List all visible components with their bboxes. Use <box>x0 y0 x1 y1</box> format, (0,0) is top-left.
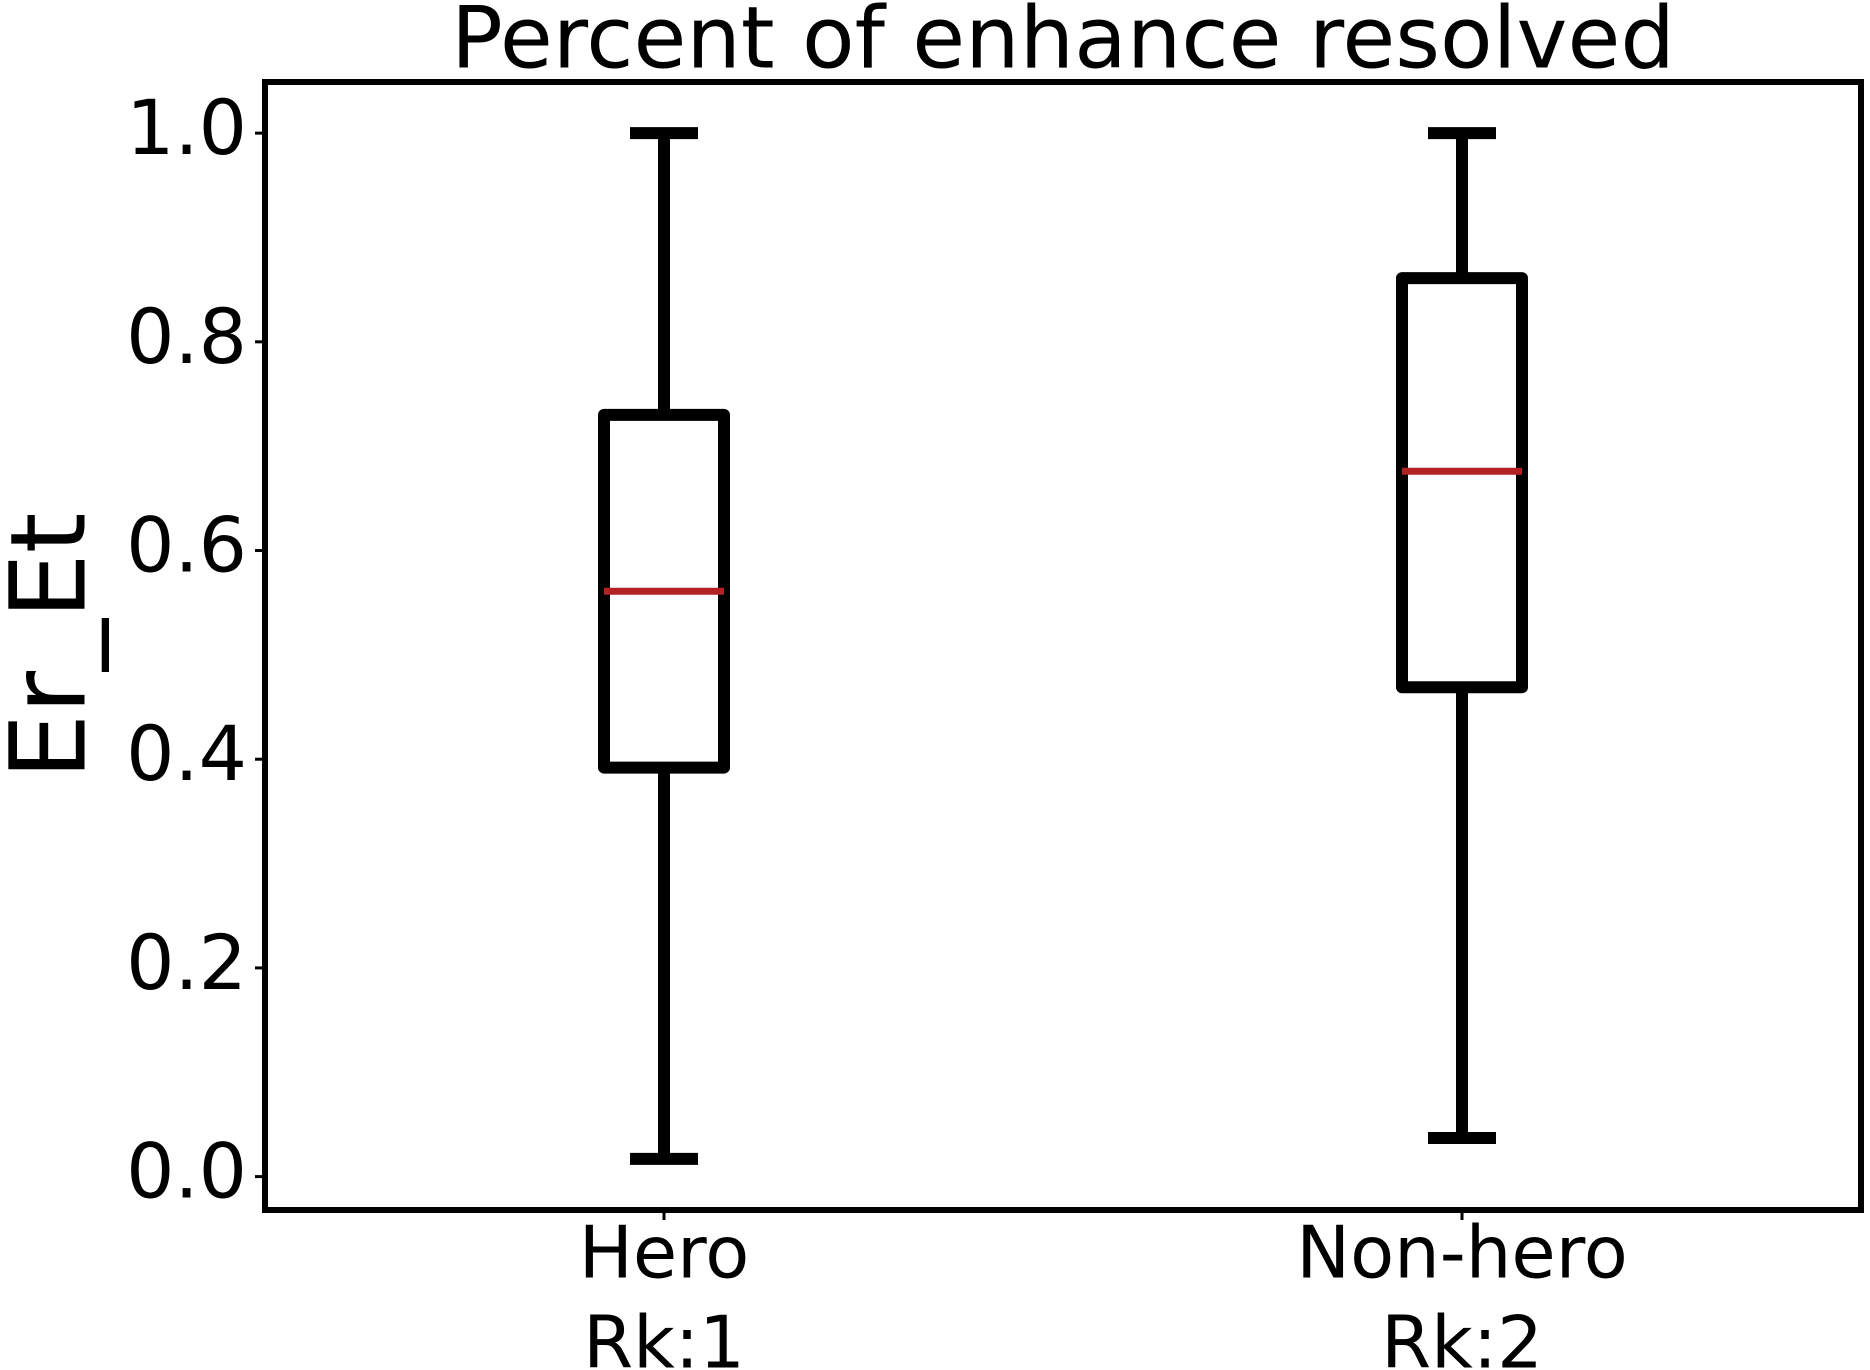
x-tick-label: Non-hero <box>1296 1211 1628 1295</box>
x-tick-label: Hero <box>579 1211 750 1295</box>
plot-frame <box>262 79 1864 1213</box>
chart-title: Percent of enhance resolved <box>451 0 1675 88</box>
box <box>1396 272 1528 694</box>
y-tick-label: 0.2 <box>126 918 247 1007</box>
x-tick-label: Rk:1 <box>583 1301 745 1370</box>
y-tick-label: 0.6 <box>126 501 247 590</box>
x-tick-label: Rk:2 <box>1381 1301 1543 1370</box>
y-tick-label: 0.8 <box>126 292 247 381</box>
y-tick-label: 0.0 <box>126 1127 247 1216</box>
y-axis-label: Er_Et <box>0 513 109 780</box>
y-tick-label: 1.0 <box>126 83 247 172</box>
y-tick-label: 0.4 <box>126 709 247 798</box>
